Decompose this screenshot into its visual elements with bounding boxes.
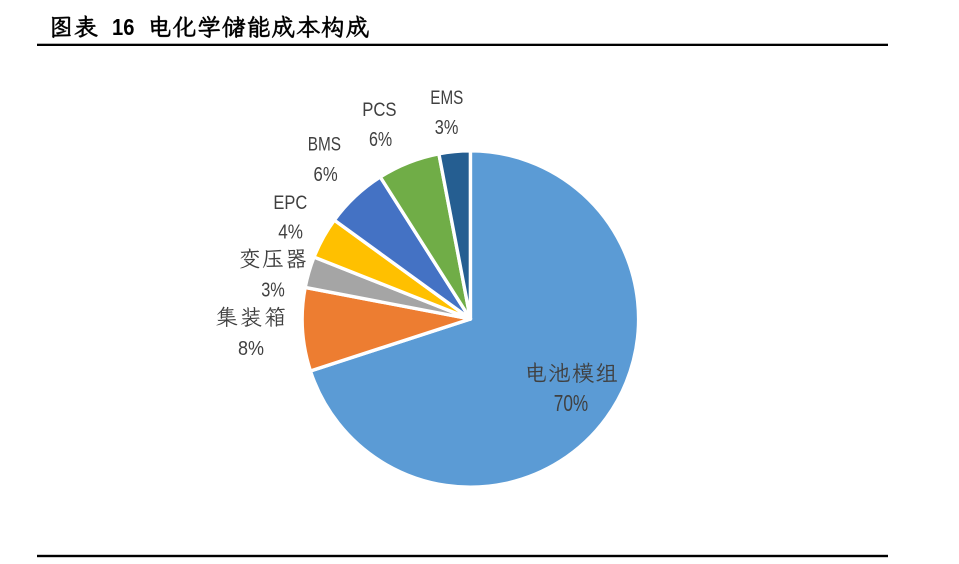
svg-text:70%: 70% bbox=[554, 390, 588, 416]
svg-text:BMS: BMS bbox=[308, 134, 341, 156]
svg-text:16: 16 bbox=[112, 14, 134, 40]
svg-text:6%: 6% bbox=[314, 164, 338, 186]
svg-text:EMS: EMS bbox=[430, 87, 463, 109]
svg-text:3%: 3% bbox=[435, 117, 459, 139]
svg-text:4%: 4% bbox=[278, 222, 303, 244]
svg-text:EPC: EPC bbox=[273, 192, 307, 214]
svg-text:3%: 3% bbox=[261, 280, 285, 302]
svg-text:8%: 8% bbox=[238, 338, 264, 360]
svg-text:PCS: PCS bbox=[362, 99, 396, 121]
svg-text:6%: 6% bbox=[369, 129, 392, 151]
